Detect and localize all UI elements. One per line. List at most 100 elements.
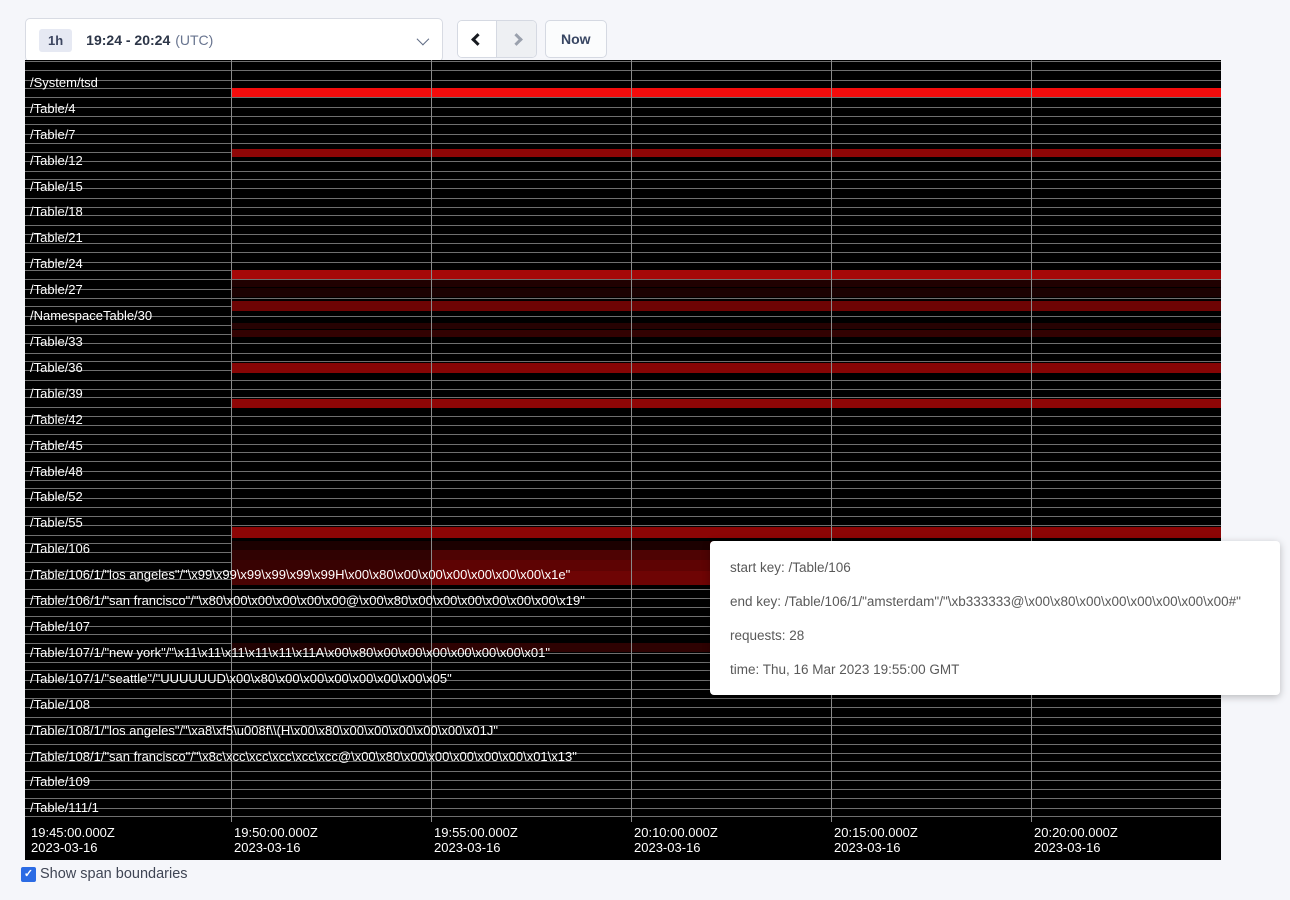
time-nav-group xyxy=(457,20,537,58)
span-boundary-line xyxy=(25,471,1221,472)
span-boundary-line xyxy=(25,161,1221,162)
span-boundary-line xyxy=(25,198,1221,199)
span-boundary-line xyxy=(25,461,1221,462)
span-boundary-line xyxy=(25,61,1221,62)
span-boundary-line xyxy=(25,598,1221,599)
time-axis-tick: 20:20:00.000Z 2023-03-16 xyxy=(1034,825,1118,855)
span-key-label: /Table/106/1/"los angeles"/"\x99\x99\x99… xyxy=(30,567,571,582)
span-boundary-line xyxy=(25,753,1221,754)
time-boundary-line xyxy=(631,60,632,822)
span-key-label: /Table/107/1/"new york"/"\x11\x11\x11\x1… xyxy=(30,645,550,660)
key-visualizer-canvas[interactable]: /System/tsd/Table/4/Table/7/Table/12/Tab… xyxy=(25,60,1221,860)
span-boundary-line xyxy=(25,80,1221,81)
span-boundary-line xyxy=(25,771,1221,772)
span-boundary-line xyxy=(25,780,1221,781)
span-boundary-line xyxy=(25,634,1221,635)
span-key-label: /Table/111/1 xyxy=(30,800,99,815)
span-key-label: /Table/33 xyxy=(30,334,83,349)
span-key-label: /Table/21 xyxy=(30,230,83,245)
span-boundary-line xyxy=(25,134,1221,135)
span-boundary-line xyxy=(25,124,1221,125)
heat-band xyxy=(231,301,1221,311)
span-key-label: /Table/7 xyxy=(30,127,76,142)
heat-band xyxy=(231,330,1221,337)
tick-date: 2023-03-16 xyxy=(1034,840,1101,855)
span-boundary-line xyxy=(25,789,1221,790)
heat-band xyxy=(231,550,431,560)
span-boundary-line xyxy=(25,380,1221,381)
tooltip-line: end key: /Table/106/1/"amsterdam"/"\xb33… xyxy=(730,594,1241,609)
tooltip-line: start key: /Table/106 xyxy=(730,560,851,575)
span-boundary-line xyxy=(25,653,1221,654)
span-boundary-line xyxy=(25,188,1221,189)
heat-band xyxy=(231,527,1221,538)
chevron-right-icon xyxy=(510,32,523,46)
span-boundary-line xyxy=(25,215,1221,216)
chevron-left-icon xyxy=(470,32,484,46)
hover-tooltip: start key: /Table/106 end key: /Table/106… xyxy=(710,541,1280,695)
now-button[interactable]: Now xyxy=(545,20,607,58)
span-boundary-line xyxy=(25,698,1221,699)
timezone-label: (UTC) xyxy=(175,32,214,48)
show-span-boundaries-row: ✓ Show span boundaries xyxy=(21,866,188,882)
span-boundary-line xyxy=(25,480,1221,481)
span-boundary-line xyxy=(25,725,1221,726)
tick-time: 20:10:00.000Z xyxy=(634,825,718,840)
heat-band xyxy=(231,363,1221,373)
span-boundary-line xyxy=(25,225,1221,226)
duration-badge: 1h xyxy=(39,28,73,52)
tick-time: 19:50:00.000Z xyxy=(234,825,318,840)
heat-band xyxy=(231,399,1221,408)
span-boundary-line xyxy=(25,607,1221,608)
span-boundary-line xyxy=(25,361,1221,362)
heat-band xyxy=(231,88,1221,97)
span-boundary-line xyxy=(25,234,1221,235)
heat-band xyxy=(231,288,1221,297)
span-boundary-line xyxy=(25,389,1221,390)
span-key-label: /Table/106/1/"san francisco"/"\x80\x00\x… xyxy=(30,593,585,608)
span-boundary-line xyxy=(25,316,1221,317)
time-axis-tick: 19:45:00.000Z 2023-03-16 xyxy=(31,825,115,855)
span-boundary-line xyxy=(25,670,1221,671)
tick-date: 2023-03-16 xyxy=(234,840,301,855)
span-boundary-line xyxy=(25,444,1221,445)
span-boundary-line xyxy=(25,816,1221,817)
span-key-label: /Table/18 xyxy=(30,204,83,219)
time-range-select[interactable]: 1h 19:24 - 20:24 (UTC) xyxy=(25,18,443,62)
span-boundary-line xyxy=(25,498,1221,499)
heat-band xyxy=(231,643,431,652)
time-boundary-line xyxy=(431,60,432,822)
heat-band xyxy=(231,149,1221,157)
span-boundary-line xyxy=(25,353,1221,354)
span-key-label: /Table/42 xyxy=(30,412,83,427)
span-key-label: /Table/106 xyxy=(30,541,90,556)
span-boundary-line xyxy=(25,279,1221,280)
span-boundary-line xyxy=(25,252,1221,253)
heat-band xyxy=(231,571,431,585)
heat-band xyxy=(231,323,1221,329)
span-key-label: /Table/48 xyxy=(30,464,83,479)
span-boundary-line xyxy=(25,107,1221,108)
time-boundary-line xyxy=(831,60,832,822)
time-axis-tick: 20:15:00.000Z 2023-03-16 xyxy=(834,825,918,855)
span-boundary-line xyxy=(25,171,1221,172)
span-boundary-line xyxy=(25,626,1221,627)
time-axis-tick: 19:50:00.000Z 2023-03-16 xyxy=(234,825,318,855)
span-key-label: /Table/108/1/"los angeles"/"\xa8\xf5\u00… xyxy=(30,723,498,738)
span-boundary-line xyxy=(25,507,1221,508)
span-boundary-line xyxy=(25,689,1221,690)
time-boundary-line xyxy=(1031,60,1032,822)
next-time-button-disabled[interactable] xyxy=(497,21,536,57)
span-boundary-line xyxy=(25,397,1221,398)
span-key-label: /Table/109 xyxy=(30,774,90,789)
show-span-boundaries-checkbox[interactable]: ✓ xyxy=(21,866,36,882)
tooltip-line: time: Thu, 16 Mar 2023 19:55:00 GMT xyxy=(730,662,960,677)
tick-date: 2023-03-16 xyxy=(434,840,501,855)
span-boundary-line xyxy=(25,416,1221,417)
span-boundary-line xyxy=(25,488,1221,489)
span-boundary-line xyxy=(25,243,1221,244)
span-key-label: /Table/52 xyxy=(30,489,83,504)
tick-time: 19:55:00.000Z xyxy=(434,825,518,840)
prev-time-button[interactable] xyxy=(458,21,497,57)
span-key-label: /NamespaceTable/30 xyxy=(30,308,153,323)
